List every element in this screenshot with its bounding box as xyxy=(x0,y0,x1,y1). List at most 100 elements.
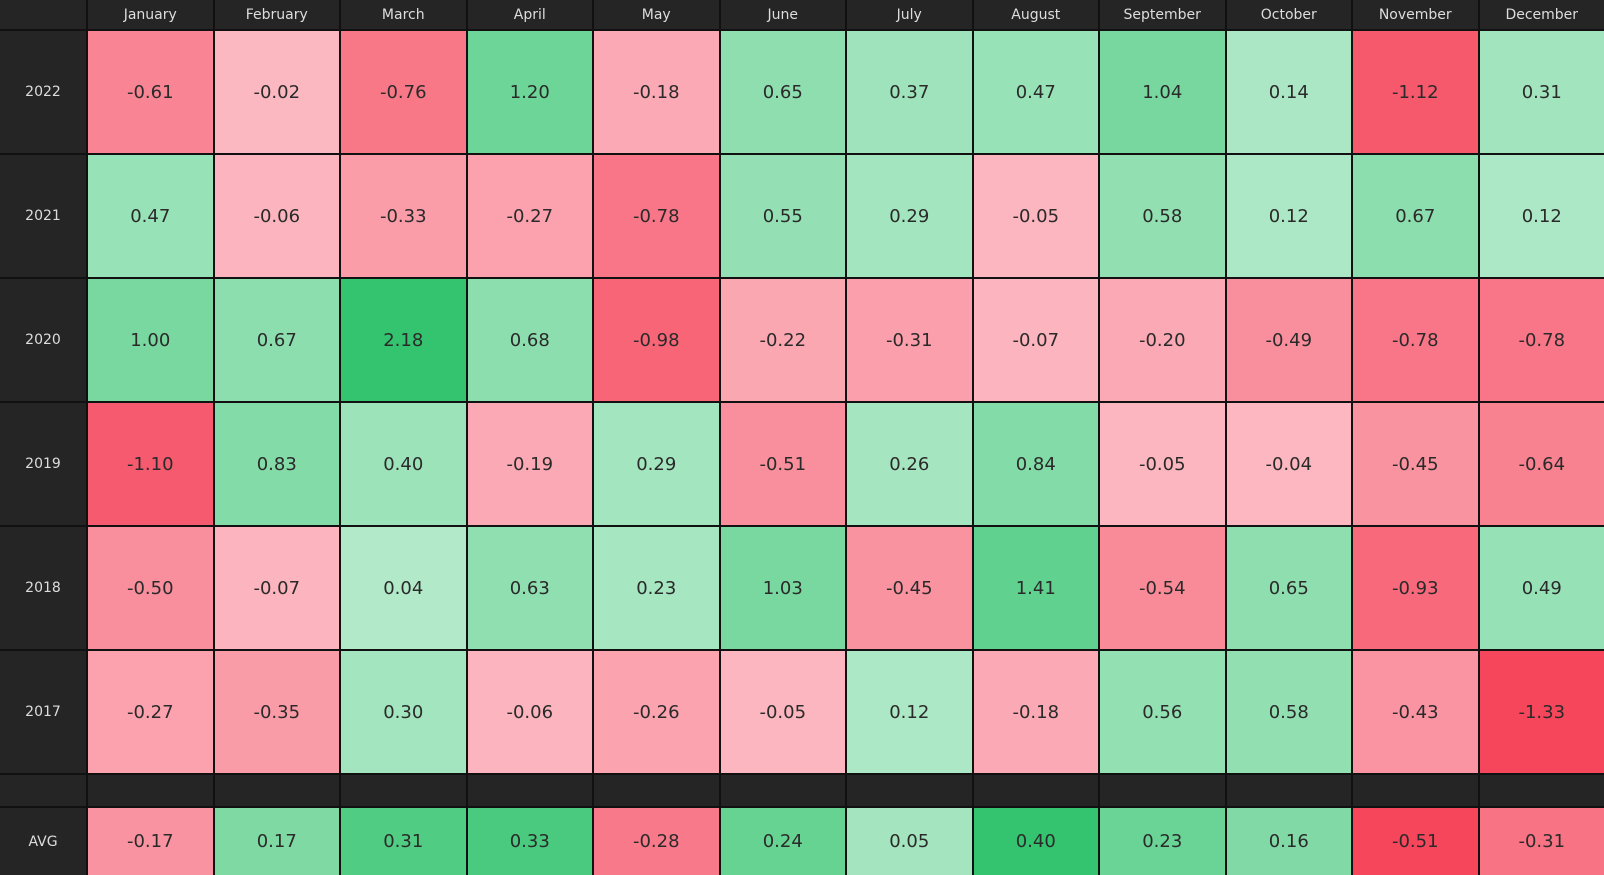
heat-cell: -0.49 xyxy=(1227,279,1352,401)
heat-cell: -1.10 xyxy=(88,403,213,525)
average-cell: -0.17 xyxy=(88,808,213,875)
heat-cell: 0.67 xyxy=(1353,155,1478,277)
row-label: AVG xyxy=(0,808,86,875)
row-label: 2021 xyxy=(0,155,86,277)
heat-cell: -0.43 xyxy=(1353,651,1478,773)
heat-cell: -0.45 xyxy=(1353,403,1478,525)
column-header: May xyxy=(594,0,719,29)
heat-cell: 1.04 xyxy=(1100,31,1225,153)
heat-cell: 0.83 xyxy=(215,403,340,525)
corner xyxy=(0,0,86,29)
spacer xyxy=(1353,775,1478,806)
heat-cell: -0.31 xyxy=(847,279,972,401)
row-label: 2018 xyxy=(0,527,86,649)
heat-cell: 0.58 xyxy=(1227,651,1352,773)
heat-cell: -0.18 xyxy=(594,31,719,153)
heat-cell: -0.19 xyxy=(468,403,593,525)
average-cell: -0.31 xyxy=(1480,808,1604,875)
heat-cell: 0.30 xyxy=(341,651,466,773)
row-label: 2020 xyxy=(0,279,86,401)
heat-cell: -0.27 xyxy=(88,651,213,773)
heat-cell: 1.20 xyxy=(468,31,593,153)
row-label: 2022 xyxy=(0,31,86,153)
spacer xyxy=(721,775,846,806)
row-label: 2017 xyxy=(0,651,86,773)
heat-cell: 0.40 xyxy=(341,403,466,525)
column-header: June xyxy=(721,0,846,29)
column-header: July xyxy=(847,0,972,29)
heat-cell: -0.02 xyxy=(215,31,340,153)
spacer xyxy=(1100,775,1225,806)
heat-cell: -0.61 xyxy=(88,31,213,153)
heat-cell: -0.45 xyxy=(847,527,972,649)
heat-cell: 0.68 xyxy=(468,279,593,401)
heat-cell: 2.18 xyxy=(341,279,466,401)
average-cell: -0.51 xyxy=(1353,808,1478,875)
row-label: 2019 xyxy=(0,403,86,525)
column-header: November xyxy=(1353,0,1478,29)
spacer xyxy=(468,775,593,806)
spacer xyxy=(215,775,340,806)
spacer xyxy=(1480,775,1604,806)
spacer xyxy=(594,775,719,806)
heat-cell: 0.26 xyxy=(847,403,972,525)
heat-cell: -0.04 xyxy=(1227,403,1352,525)
heat-cell: -0.22 xyxy=(721,279,846,401)
heat-cell: 0.49 xyxy=(1480,527,1604,649)
spacer xyxy=(0,775,86,806)
heat-cell: 1.03 xyxy=(721,527,846,649)
column-header: August xyxy=(974,0,1099,29)
column-header: April xyxy=(468,0,593,29)
heat-cell: 0.56 xyxy=(1100,651,1225,773)
heat-cell: 0.65 xyxy=(721,31,846,153)
heat-cell: 0.23 xyxy=(594,527,719,649)
heat-cell: 0.29 xyxy=(847,155,972,277)
heat-cell: 1.41 xyxy=(974,527,1099,649)
heat-cell: 0.47 xyxy=(974,31,1099,153)
average-cell: 0.23 xyxy=(1100,808,1225,875)
heat-cell: -0.78 xyxy=(1480,279,1604,401)
heat-cell: 0.04 xyxy=(341,527,466,649)
heat-cell: -0.64 xyxy=(1480,403,1604,525)
average-cell: 0.24 xyxy=(721,808,846,875)
heat-cell: 0.12 xyxy=(1227,155,1352,277)
heat-cell: -0.51 xyxy=(721,403,846,525)
heat-cell: -0.54 xyxy=(1100,527,1225,649)
column-header: January xyxy=(88,0,213,29)
average-cell: 0.17 xyxy=(215,808,340,875)
heat-cell: 0.29 xyxy=(594,403,719,525)
heat-cell: -1.33 xyxy=(1480,651,1604,773)
heat-cell: 0.31 xyxy=(1480,31,1604,153)
heat-cell: -0.26 xyxy=(594,651,719,773)
heat-cell: 0.37 xyxy=(847,31,972,153)
heat-cell: -0.05 xyxy=(1100,403,1225,525)
average-cell: 0.31 xyxy=(341,808,466,875)
average-cell: 0.33 xyxy=(468,808,593,875)
heat-cell: -0.27 xyxy=(468,155,593,277)
heat-cell: -0.35 xyxy=(215,651,340,773)
heat-cell: -0.20 xyxy=(1100,279,1225,401)
heat-cell: -0.50 xyxy=(88,527,213,649)
heat-cell: -0.78 xyxy=(1353,279,1478,401)
spacer xyxy=(341,775,466,806)
heat-cell: -0.06 xyxy=(215,155,340,277)
heat-cell: 0.12 xyxy=(1480,155,1604,277)
column-header: March xyxy=(341,0,466,29)
spacer xyxy=(88,775,213,806)
heat-cell: 1.00 xyxy=(88,279,213,401)
column-header: October xyxy=(1227,0,1352,29)
heat-cell: -0.18 xyxy=(974,651,1099,773)
heat-cell: 0.14 xyxy=(1227,31,1352,153)
heat-cell: -0.93 xyxy=(1353,527,1478,649)
column-header: December xyxy=(1480,0,1604,29)
average-cell: 0.05 xyxy=(847,808,972,875)
heat-cell: 0.58 xyxy=(1100,155,1225,277)
heat-cell: -0.06 xyxy=(468,651,593,773)
column-header: September xyxy=(1100,0,1225,29)
heat-cell: -0.33 xyxy=(341,155,466,277)
heat-cell: 0.12 xyxy=(847,651,972,773)
heat-cell: -0.05 xyxy=(721,651,846,773)
heat-cell: -0.07 xyxy=(974,279,1099,401)
